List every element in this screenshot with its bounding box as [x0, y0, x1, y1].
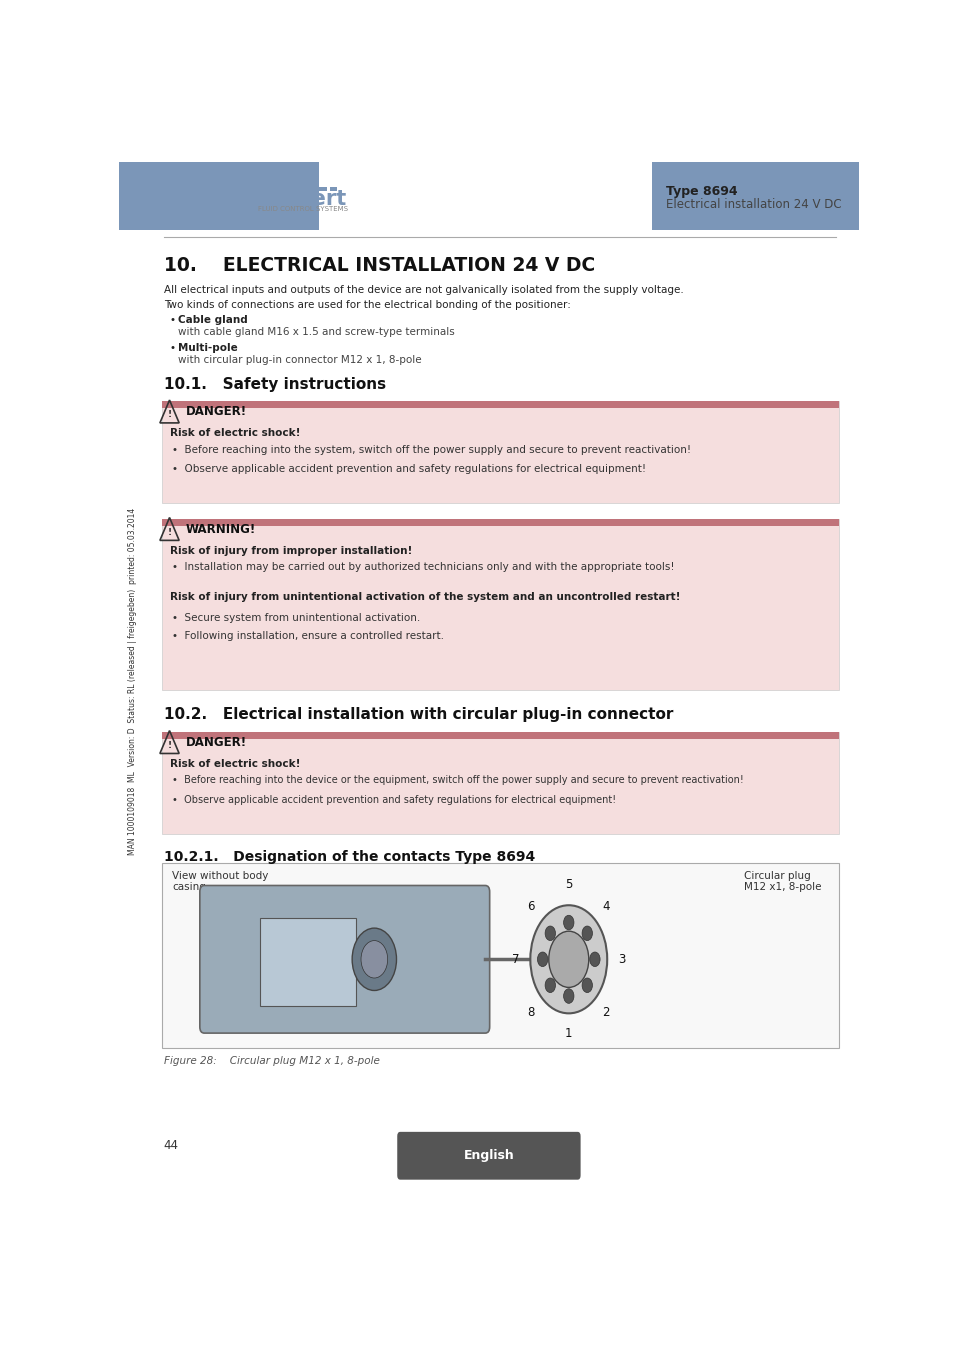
- FancyBboxPatch shape: [162, 732, 838, 833]
- Text: 4: 4: [602, 900, 609, 913]
- Text: Cable gland: Cable gland: [178, 315, 248, 325]
- Text: 8: 8: [527, 1006, 535, 1018]
- Text: 10.2.1.   Designation of the contacts Type 8694: 10.2.1. Designation of the contacts Type…: [164, 850, 535, 864]
- Text: 2: 2: [602, 1006, 609, 1018]
- Text: Risk of electric shock!: Risk of electric shock!: [170, 759, 299, 768]
- FancyBboxPatch shape: [396, 1131, 580, 1180]
- FancyBboxPatch shape: [162, 518, 838, 690]
- Text: !: !: [168, 528, 172, 536]
- Text: 10.    ELECTRICAL INSTALLATION 24 V DC: 10. ELECTRICAL INSTALLATION 24 V DC: [164, 255, 595, 274]
- FancyBboxPatch shape: [162, 518, 838, 525]
- Text: !: !: [168, 741, 172, 749]
- Text: •: •: [170, 343, 175, 352]
- Text: 1: 1: [564, 1027, 572, 1041]
- Text: DANGER!: DANGER!: [186, 405, 247, 418]
- Text: DANGER!: DANGER!: [186, 736, 247, 749]
- Circle shape: [352, 927, 396, 991]
- FancyBboxPatch shape: [199, 886, 489, 1033]
- Text: •  Observe applicable accident prevention and safety regulations for electrical : • Observe applicable accident prevention…: [172, 464, 646, 474]
- Text: •  Secure system from unintentional activation.: • Secure system from unintentional activ…: [172, 613, 420, 624]
- Circle shape: [530, 906, 606, 1014]
- Text: Electrical installation 24 V DC: Electrical installation 24 V DC: [665, 198, 841, 211]
- Text: 5: 5: [564, 879, 572, 891]
- FancyBboxPatch shape: [304, 186, 311, 192]
- Circle shape: [563, 988, 574, 1003]
- Text: View without body: View without body: [172, 871, 269, 882]
- Text: Circular plug: Circular plug: [743, 871, 810, 882]
- Circle shape: [581, 926, 592, 941]
- Text: •: •: [170, 315, 175, 325]
- Text: 10.1.   Safety instructions: 10.1. Safety instructions: [164, 377, 385, 393]
- Text: •  Before reaching into the device or the equipment, switch off the power supply: • Before reaching into the device or the…: [172, 775, 743, 786]
- Text: MAN 1000109018  ML  Version: D  Status: RL (released | freigegeben)  printed: 05: MAN 1000109018 ML Version: D Status: RL …: [128, 508, 137, 856]
- FancyBboxPatch shape: [119, 162, 318, 230]
- Text: English: English: [463, 1149, 514, 1162]
- Text: 6: 6: [527, 900, 535, 913]
- Text: with circular plug-in connector M12 x 1, 8-pole: with circular plug-in connector M12 x 1,…: [178, 355, 421, 366]
- FancyBboxPatch shape: [651, 162, 858, 230]
- Circle shape: [360, 941, 387, 977]
- Circle shape: [563, 915, 574, 930]
- Circle shape: [548, 931, 588, 987]
- Text: WARNING!: WARNING!: [186, 522, 255, 536]
- Text: Two kinds of connections are used for the electrical bonding of the positioner:: Two kinds of connections are used for th…: [164, 300, 570, 310]
- Text: bürkert: bürkert: [258, 189, 346, 209]
- Text: !: !: [168, 410, 172, 418]
- Text: Risk of injury from unintentional activation of the system and an uncontrolled r: Risk of injury from unintentional activa…: [170, 593, 679, 602]
- Text: •  Following installation, ensure a controlled restart.: • Following installation, ensure a contr…: [172, 630, 444, 641]
- Text: •  Before reaching into the system, switch off the power supply and secure to pr: • Before reaching into the system, switc…: [172, 444, 691, 455]
- Text: All electrical inputs and outputs of the device are not galvanically isolated fr: All electrical inputs and outputs of the…: [164, 285, 682, 294]
- FancyBboxPatch shape: [162, 401, 838, 408]
- Text: 3: 3: [618, 953, 625, 965]
- Text: casing: casing: [172, 883, 206, 892]
- FancyBboxPatch shape: [162, 732, 838, 738]
- Text: Type 8694: Type 8694: [665, 185, 738, 197]
- FancyBboxPatch shape: [274, 186, 291, 192]
- Text: M12 x1, 8-pole: M12 x1, 8-pole: [743, 883, 821, 892]
- FancyBboxPatch shape: [294, 186, 301, 192]
- FancyBboxPatch shape: [162, 863, 839, 1048]
- Text: •  Observe applicable accident prevention and safety regulations for electrical : • Observe applicable accident prevention…: [172, 795, 616, 805]
- FancyBboxPatch shape: [330, 186, 337, 192]
- FancyBboxPatch shape: [314, 186, 327, 192]
- Text: 10.2.   Electrical installation with circular plug-in connector: 10.2. Electrical installation with circu…: [164, 706, 672, 722]
- Text: Figure 28:    Circular plug M12 x 1, 8-pole: Figure 28: Circular plug M12 x 1, 8-pole: [164, 1056, 379, 1066]
- Text: 7: 7: [512, 953, 519, 965]
- Text: 44: 44: [164, 1139, 178, 1152]
- Text: Risk of electric shock!: Risk of electric shock!: [170, 428, 299, 439]
- FancyBboxPatch shape: [259, 918, 355, 1006]
- Text: with cable gland M16 x 1.5 and screw-type terminals: with cable gland M16 x 1.5 and screw-typ…: [178, 327, 455, 338]
- Circle shape: [544, 926, 555, 941]
- Text: •  Installation may be carried out by authorized technicians only and with the a: • Installation may be carried out by aut…: [172, 562, 675, 572]
- Text: Risk of injury from improper installation!: Risk of injury from improper installatio…: [170, 545, 412, 556]
- Text: Multi-pole: Multi-pole: [178, 343, 238, 352]
- Circle shape: [537, 952, 547, 967]
- Circle shape: [544, 977, 555, 992]
- FancyBboxPatch shape: [162, 401, 838, 504]
- Circle shape: [589, 952, 599, 967]
- Text: FLUID CONTROL SYSTEMS: FLUID CONTROL SYSTEMS: [257, 205, 347, 212]
- Circle shape: [581, 977, 592, 992]
